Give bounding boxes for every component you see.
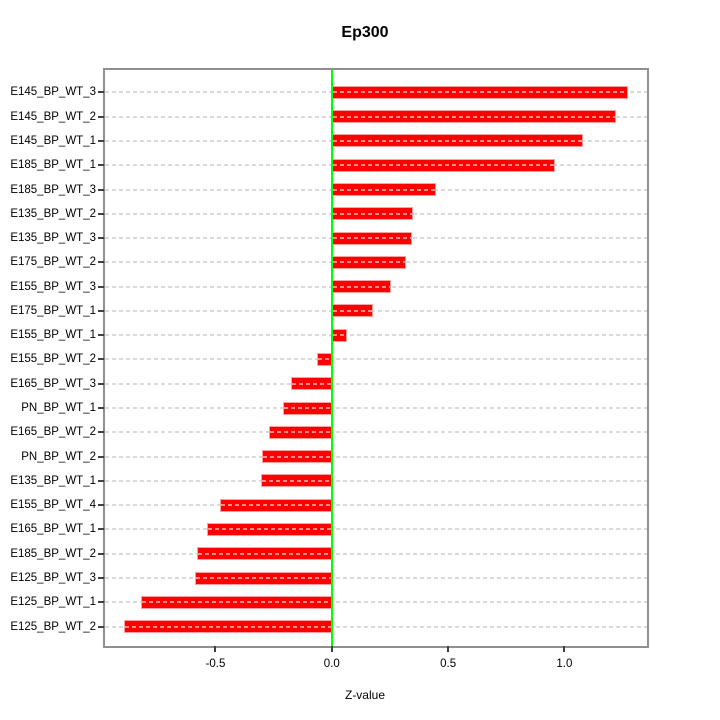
x-axis-tick: [214, 646, 217, 652]
y-axis-tick: [98, 115, 104, 118]
zero-line: [330, 70, 333, 646]
gridline: [105, 552, 647, 555]
bar: [262, 450, 332, 464]
gridline: [105, 528, 647, 531]
y-axis-label: E185_BP_WT_3: [10, 183, 96, 196]
bar: [282, 401, 332, 415]
y-axis-tick: [98, 91, 104, 94]
bar: [331, 183, 437, 197]
y-axis-tick: [98, 139, 104, 142]
gridline: [105, 601, 647, 604]
gridline: [105, 504, 647, 507]
y-axis-tick: [98, 334, 104, 337]
y-axis-label: E145_BP_WT_3: [10, 86, 96, 99]
y-axis-tick: [98, 309, 104, 312]
y-axis-tick: [98, 261, 104, 264]
y-axis-label: E145_BP_WT_1: [10, 134, 96, 147]
y-axis-label: E135_BP_WT_1: [10, 474, 96, 487]
y-axis-tick: [98, 407, 104, 410]
bar: [331, 207, 414, 221]
y-axis-label: E135_BP_WT_3: [10, 232, 96, 245]
bar: [207, 522, 332, 536]
y-axis-label: E185_BP_WT_2: [10, 547, 96, 560]
plot-area: [103, 68, 649, 648]
chart-title: Ep300: [341, 24, 389, 41]
x-axis-tick-label: -0.5: [205, 658, 226, 670]
x-axis-tick-label: 1.0: [556, 658, 573, 670]
y-axis-tick: [98, 431, 104, 434]
y-axis-tick: [98, 212, 104, 215]
bar: [331, 280, 392, 294]
y-axis-tick: [98, 164, 104, 167]
bar: [291, 377, 332, 391]
y-axis-tick: [98, 455, 104, 458]
x-axis-tick-label: 0.5: [440, 658, 457, 670]
y-axis-label: E125_BP_WT_3: [10, 572, 96, 584]
y-axis-tick: [98, 382, 104, 385]
bar: [316, 352, 332, 366]
y-axis-label: E175_BP_WT_1: [10, 304, 96, 317]
y-axis-label: PN_BP_WT_2: [21, 450, 96, 463]
x-axis-title: Z-value: [344, 688, 385, 702]
y-axis-label: E155_BP_WT_3: [10, 280, 96, 293]
y-axis-tick: [98, 504, 104, 507]
bar: [331, 304, 373, 318]
gridline: [105, 358, 647, 361]
bar: [331, 110, 616, 124]
y-axis-tick: [98, 237, 104, 240]
gridline: [105, 479, 647, 482]
y-axis-label: E175_BP_WT_2: [10, 256, 96, 269]
bar: [331, 255, 407, 269]
gridline: [105, 407, 647, 410]
y-axis-tick: [98, 528, 104, 531]
gridline: [105, 577, 647, 579]
y-axis-label: E125_BP_WT_1: [10, 596, 96, 609]
y-axis-label: E185_BP_WT_1: [10, 159, 96, 172]
x-axis-tick-label: 0.0: [323, 658, 340, 670]
y-axis-label: PN_BP_WT_1: [21, 402, 96, 415]
bar: [260, 474, 332, 488]
gridline: [105, 309, 647, 312]
bar: [268, 425, 332, 439]
gridline: [105, 431, 647, 434]
bar: [331, 231, 413, 245]
y-axis-label: E165_BP_WT_2: [10, 426, 96, 439]
bar: [331, 85, 629, 99]
y-axis-label: E155_BP_WT_1: [10, 329, 96, 342]
bar: [194, 571, 332, 585]
y-axis-label: E145_BP_WT_2: [10, 110, 96, 123]
bar: [220, 498, 332, 512]
y-axis-tick: [98, 479, 104, 482]
y-axis-tick: [98, 285, 104, 288]
y-axis-tick: [98, 625, 104, 628]
y-axis-tick: [98, 577, 104, 579]
y-axis-label: E165_BP_WT_1: [10, 523, 96, 536]
x-axis-tick: [563, 646, 566, 652]
y-axis-tick: [98, 188, 104, 191]
y-axis-label: E135_BP_WT_2: [10, 207, 96, 220]
gridline: [105, 455, 647, 458]
bar: [331, 134, 584, 148]
bar: [331, 158, 556, 172]
gridline: [105, 334, 647, 337]
y-axis-label: E155_BP_WT_2: [10, 353, 96, 366]
y-axis-tick: [98, 601, 104, 604]
y-axis-label: E155_BP_WT_4: [10, 499, 96, 512]
y-axis-label: E125_BP_WT_2: [10, 620, 96, 633]
gridline: [105, 625, 647, 628]
y-axis-tick: [98, 552, 104, 555]
bar: [123, 620, 332, 634]
bar: [196, 547, 332, 561]
y-axis-tick: [98, 358, 104, 361]
y-axis-label: E165_BP_WT_3: [10, 377, 96, 390]
bar: [141, 595, 332, 609]
x-axis-tick: [447, 646, 450, 652]
bar: [331, 328, 347, 342]
gridline: [105, 382, 647, 385]
x-axis-tick: [330, 646, 333, 652]
